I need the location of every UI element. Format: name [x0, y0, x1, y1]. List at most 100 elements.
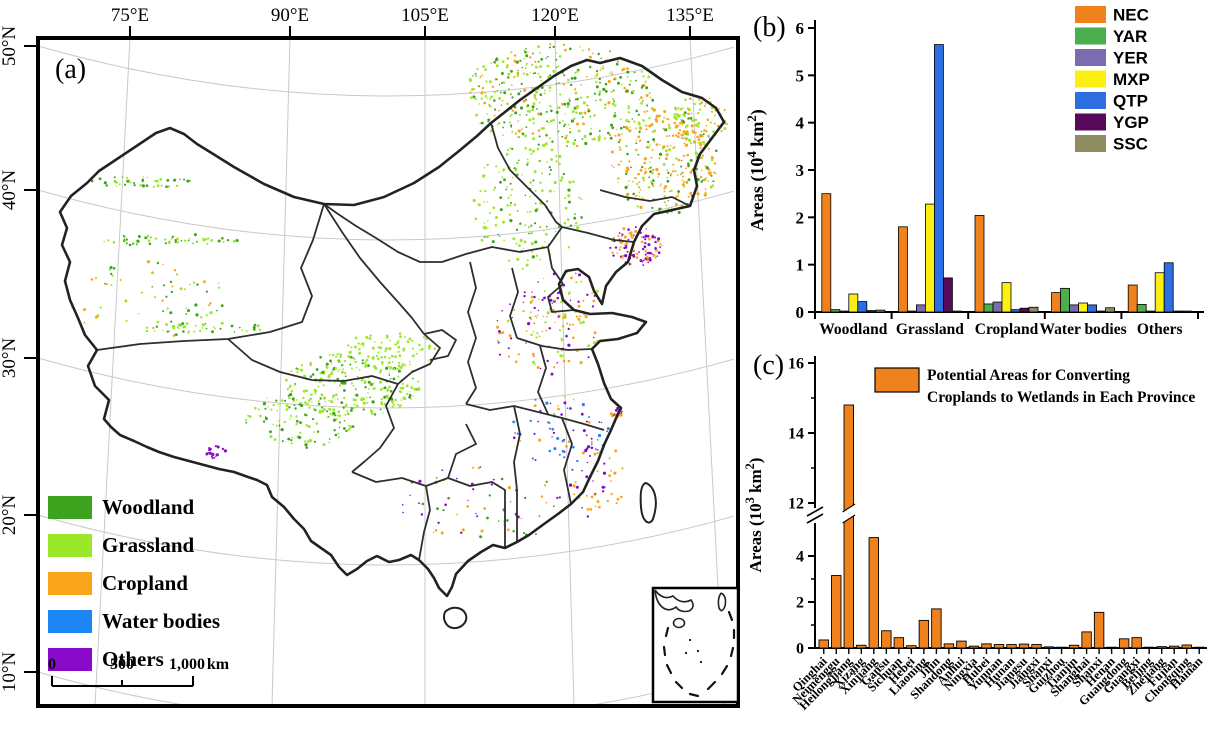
landcover-dot: [705, 130, 708, 133]
landcover-dot: [304, 401, 307, 404]
landcover-dot: [563, 401, 567, 405]
legend-swatch-grassland: [48, 534, 92, 557]
landcover-dot: [188, 330, 190, 333]
landcover-dot: [680, 173, 682, 176]
landcover-dot: [616, 252, 619, 254]
landcover-dot: [598, 93, 601, 96]
landcover-dot: [683, 132, 686, 136]
landcover-dot: [374, 341, 376, 343]
landcover-dot: [654, 256, 657, 259]
landcover-dot: [510, 201, 512, 204]
landcover-dot: [505, 152, 509, 156]
landcover-dot: [594, 505, 597, 508]
landcover-dot: [337, 432, 339, 435]
landcover-dot: [563, 125, 565, 128]
landcover-dot: [680, 133, 684, 137]
landcover-dot: [582, 299, 585, 302]
landcover-dot: [596, 470, 599, 473]
b-bar-MXP-woodland: [848, 293, 859, 313]
landcover-dot: [606, 427, 610, 431]
landcover-dot: [394, 355, 397, 358]
landcover-dot: [576, 97, 579, 101]
landcover-dot: [567, 123, 570, 126]
lat-tick: 30°N: [0, 338, 20, 379]
landcover-dot: [627, 180, 630, 182]
b-bar-NEC-others: [1127, 284, 1138, 313]
landcover-dot: [519, 60, 521, 63]
landcover-dot: [427, 359, 430, 361]
landcover-dot: [683, 136, 686, 139]
landcover-dot: [484, 95, 487, 98]
landcover-dot: [203, 280, 206, 284]
landcover-dot: [400, 399, 403, 401]
landcover-dot: [141, 178, 145, 182]
landcover-dot: [681, 107, 684, 110]
landcover-dot: [633, 120, 636, 123]
landcover-dot: [498, 330, 501, 333]
landcover-dot: [307, 425, 311, 428]
landcover-dot: [517, 129, 521, 133]
b-legend-swatch-YAR: [1075, 27, 1106, 45]
landcover-dot: [537, 129, 541, 132]
landcover-dot: [549, 427, 551, 430]
landcover-dot: [707, 134, 710, 138]
landcover-dot: [616, 406, 620, 410]
landcover-dot: [115, 181, 118, 184]
landcover-dot: [586, 508, 590, 511]
landcover-dot: [549, 327, 552, 330]
landcover-dot: [527, 51, 529, 53]
landcover-dot: [631, 118, 634, 120]
landcover-dot: [374, 366, 378, 370]
legend-swatch-water: [48, 610, 92, 633]
landcover-dot: [159, 178, 163, 181]
landcover-dot: [494, 186, 496, 189]
landcover-dot: [304, 443, 308, 447]
landcover-dot: [532, 137, 536, 141]
c-y-tick-label: 16: [788, 356, 804, 373]
landcover-dot: [182, 325, 185, 329]
landcover-dot: [516, 432, 520, 435]
landcover-dot: [542, 315, 545, 318]
landcover-dot: [525, 54, 529, 58]
landcover-dot: [537, 60, 540, 63]
landcover-dot: [373, 413, 377, 416]
landcover-dot: [582, 122, 585, 126]
landcover-dot: [175, 273, 179, 276]
landcover-dot: [601, 490, 605, 493]
b-y-tick-label: 4: [796, 114, 805, 133]
landcover-dot: [572, 398, 575, 401]
landcover-dot: [174, 241, 177, 244]
landcover-dot: [511, 147, 514, 150]
landcover-dot: [634, 177, 637, 180]
landcover-dot: [295, 399, 298, 401]
landcover-dot: [516, 210, 519, 212]
landcover-dot: [566, 322, 569, 325]
landcover-dot: [585, 447, 589, 451]
landcover-dot: [628, 263, 631, 266]
landcover-dot: [506, 57, 510, 60]
landcover-dot: [604, 106, 607, 110]
b-y-tick-label: 5: [796, 66, 805, 85]
landcover-dot: [707, 180, 710, 183]
landcover-dot: [418, 479, 422, 483]
landcover-dot: [561, 325, 565, 328]
landcover-dot: [495, 216, 498, 219]
landcover-dot: [701, 169, 703, 172]
landcover-dot: [703, 128, 706, 131]
landcover-dot: [383, 395, 387, 399]
landcover-dot: [343, 427, 346, 430]
landcover-dot: [220, 321, 224, 325]
b-bar-MXP-cropland: [1001, 282, 1012, 313]
landcover-dot: [526, 161, 530, 164]
landcover-dot: [486, 113, 488, 115]
landcover-dot: [572, 336, 575, 340]
landcover-dot: [534, 459, 537, 461]
landcover-dot: [350, 409, 353, 412]
landcover-dot: [642, 75, 645, 78]
landcover-dot: [659, 246, 661, 249]
c-bar-shandong-10: [943, 643, 955, 649]
landcover-dot: [587, 356, 590, 359]
landcover-dot: [355, 404, 359, 408]
landcover-dot: [371, 400, 375, 404]
landcover-dot: [539, 52, 541, 54]
